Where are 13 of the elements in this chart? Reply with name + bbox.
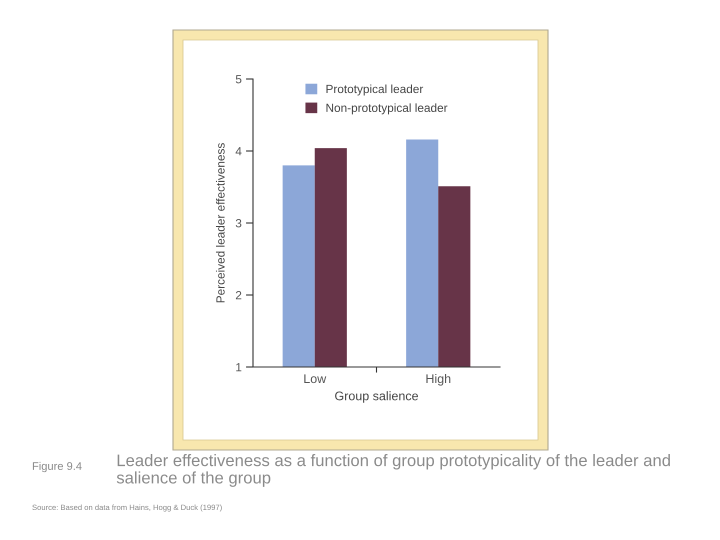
y-axis-title: Perceived leader effectiveness <box>216 143 225 302</box>
x-tick-label: High <box>426 374 450 386</box>
y-tick-label: 5 <box>236 75 242 84</box>
x-axis-title: Group salience <box>335 391 418 403</box>
text: Leader effectiveness as a function of group prototypicality of the leader and salience of the group <box>116 454 670 487</box>
y-tick-label: 4 <box>236 147 242 156</box>
y-tick-label: 1 <box>236 363 242 372</box>
y-tick-label: 3 <box>236 219 242 228</box>
legend-label: Non-prototypical leader <box>326 103 448 114</box>
legend-label: Prototypical leader <box>326 84 424 96</box>
x-tick-label: Low <box>304 374 326 384</box>
y-tick-label: 2 <box>236 291 242 300</box>
caption: Figure 9.4 <box>32 462 82 472</box>
